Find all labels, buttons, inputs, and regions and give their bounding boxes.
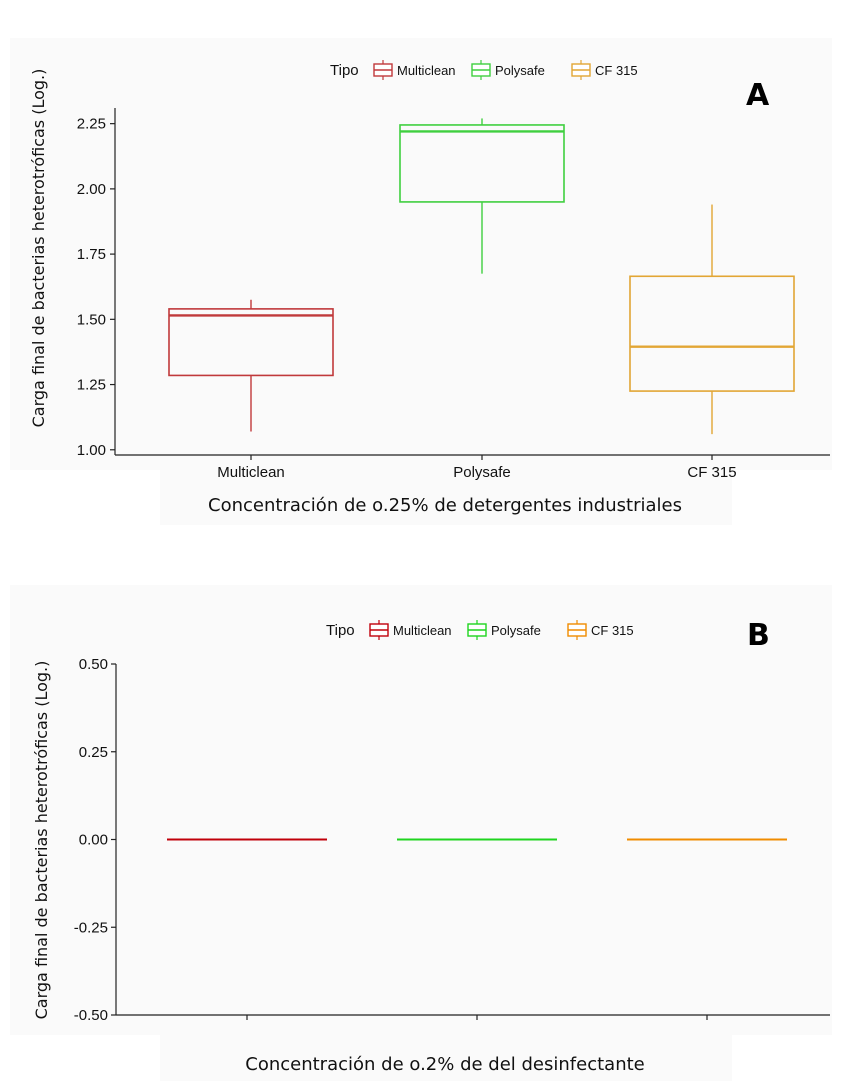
y-tick-label: 1.50 xyxy=(77,311,106,328)
panel-b-axes: 0.50 0.25 0.00 -0.25 -0.50 xyxy=(74,656,830,1024)
legend-label: Polysafe xyxy=(495,63,545,78)
legend-label: Polysafe xyxy=(491,623,541,638)
box-cf-315 xyxy=(629,204,795,435)
box-iqr xyxy=(168,308,334,377)
y-tick-label: -0.50 xyxy=(74,1007,108,1024)
legend-label: Multiclean xyxy=(397,63,456,78)
box-multiclean xyxy=(168,299,334,432)
panel-a-x-axis-label: Concentración de o.25% de detergentes in… xyxy=(208,495,682,516)
legend-entry: Multiclean xyxy=(373,60,456,80)
panel-b-y-axis-label: Carga final de bacterias heterotróficas … xyxy=(32,661,51,1020)
panel-a: A Carga final de bacterias heterotrófica… xyxy=(10,38,832,525)
x-tick-label: Multiclean xyxy=(217,464,285,481)
legend-title: Tipo xyxy=(330,62,359,79)
x-tick-label: CF 315 xyxy=(687,464,736,481)
legend-title: Tipo xyxy=(326,622,355,639)
y-tick-label: 0.00 xyxy=(79,832,108,849)
y-tick-label: 1.75 xyxy=(77,246,106,263)
panel-a-boxes xyxy=(168,118,795,435)
y-tick-label: 2.25 xyxy=(77,116,106,133)
panel-a-y-axis-label: Carga final de bacterias heterotróficas … xyxy=(29,69,48,428)
box-iqr xyxy=(629,275,795,392)
y-tick-label: 0.50 xyxy=(79,656,108,673)
x-tick-label: Polysafe xyxy=(453,464,511,481)
legend-label: Multiclean xyxy=(393,623,452,638)
panel-a-legend: Tipo Multiclean Polysafe CF 315 xyxy=(330,60,638,80)
y-tick-label: -0.25 xyxy=(74,919,108,936)
y-tick-label: 1.25 xyxy=(77,377,106,394)
legend-entry: Polysafe xyxy=(467,620,541,640)
legend-entry: Multiclean xyxy=(369,620,452,640)
legend-label: CF 315 xyxy=(591,623,634,638)
panel-b-letter: B xyxy=(747,618,770,653)
box-iqr xyxy=(399,124,565,203)
y-tick-label: 1.00 xyxy=(77,442,106,459)
legend-entry: Polysafe xyxy=(471,60,545,80)
y-tick-label: 0.25 xyxy=(79,744,108,761)
panel-a-letter: A xyxy=(746,78,770,113)
panel-b: B Carga final de bacterias heterotrófica… xyxy=(10,585,832,1081)
panel-a-axes: 1.00 1.25 1.50 1.75 2.00 2.25 Multiclean Polysa… xyxy=(77,108,830,481)
panel-b-legend: Tipo Multiclean Polysafe CF 315 xyxy=(326,620,634,640)
legend-entry: CF 315 xyxy=(571,60,638,80)
box-polysafe xyxy=(399,118,565,274)
legend-entry: CF 315 xyxy=(567,620,634,640)
panel-b-x-axis-label: Concentración de o.2% de del desinfectan… xyxy=(245,1054,644,1075)
legend-label: CF 315 xyxy=(595,63,638,78)
y-tick-label: 2.00 xyxy=(77,181,106,198)
